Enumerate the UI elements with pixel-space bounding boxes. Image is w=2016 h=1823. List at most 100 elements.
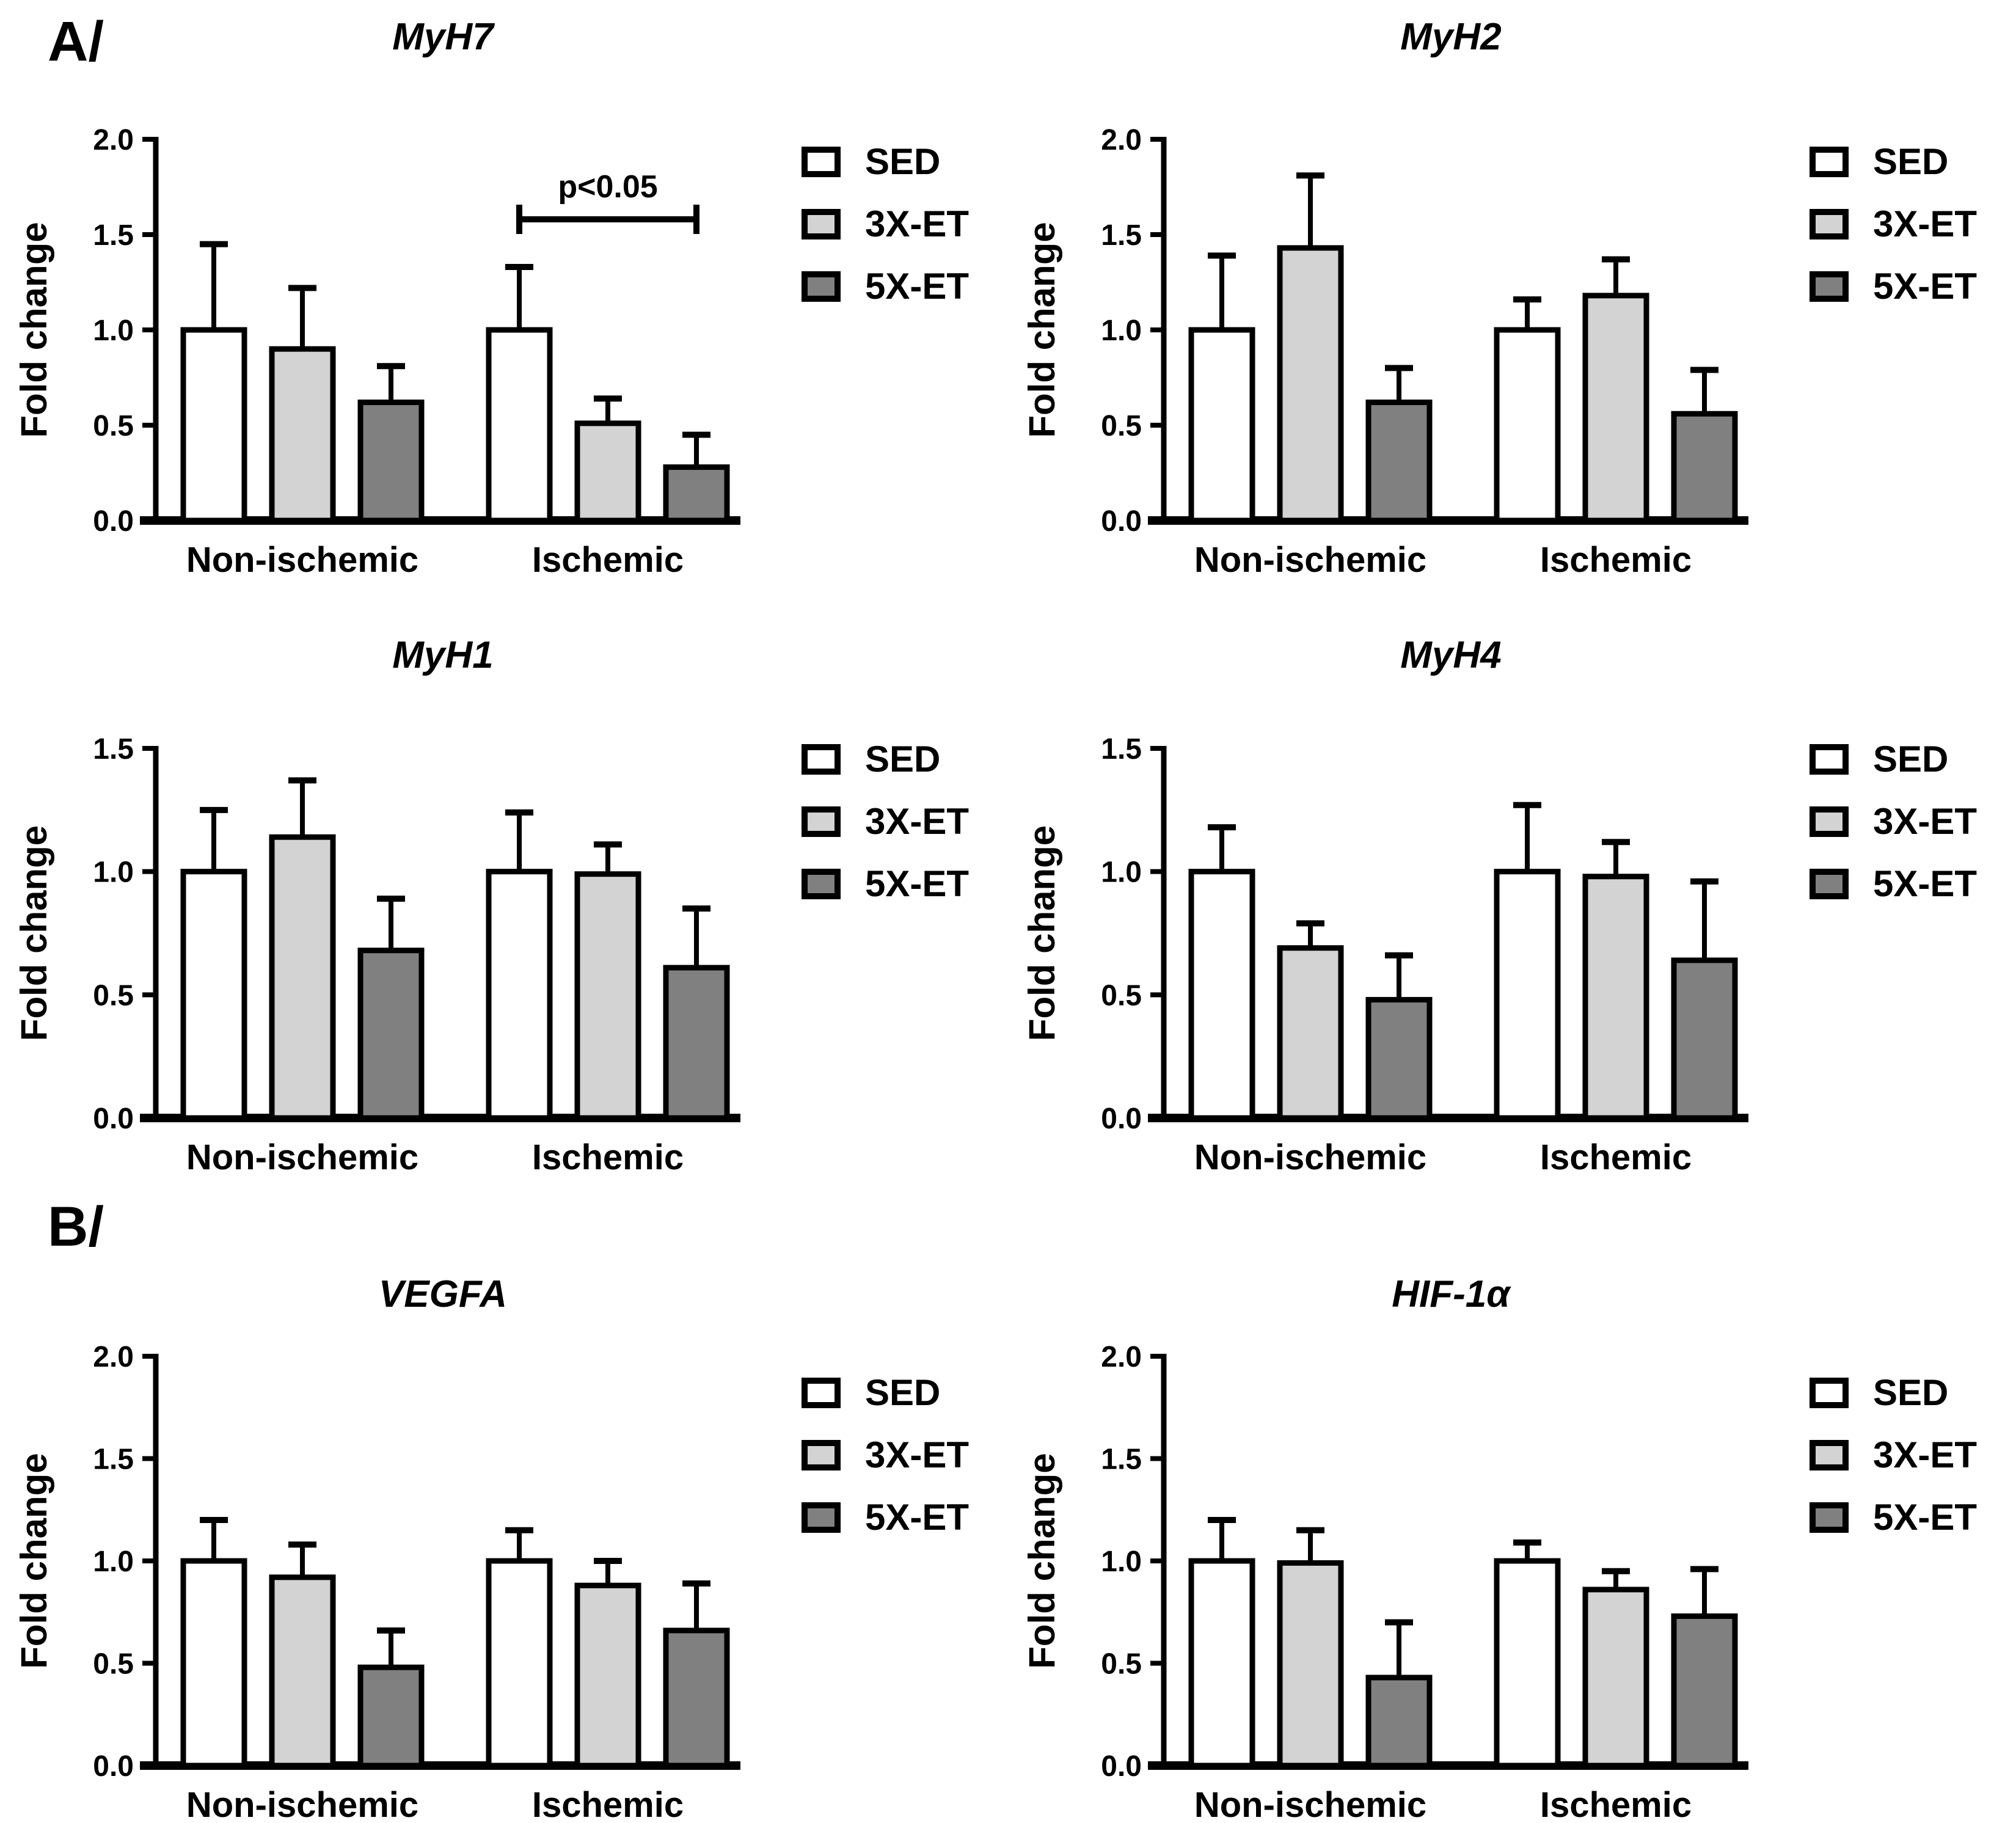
panel-label-b: B/ (48, 1196, 104, 1258)
legend-item-5x-et: 5X-ET (1810, 268, 1977, 305)
x-category-label: Ischemic (1540, 1785, 1692, 1823)
legend-item-sed: SED (802, 1372, 969, 1413)
y-axis-title: Fold change (13, 825, 54, 1041)
legend: SED 3X-ET 5X-ET (802, 1372, 969, 1565)
y-tick-label: 2.0 (1101, 1341, 1142, 1373)
legend-item-sed: SED (1810, 144, 1977, 180)
bar-5x-et (357, 400, 425, 524)
y-tick-label: 0.0 (93, 1750, 134, 1783)
x-category-label: Non-ischemic (186, 1138, 418, 1177)
y-axis-title: Fold change (1021, 825, 1062, 1041)
bar-sed (1494, 1558, 1561, 1769)
bar-plot-myh4: 0.0 0.5 1.0 1.5 Fold change Non-ischemic Ische… (1021, 733, 1748, 1177)
legend-swatch-icon (1810, 806, 1849, 837)
bar-5x-et (663, 464, 730, 524)
y-tick-label: 2.0 (93, 1341, 134, 1373)
bar-3x-et (1582, 1587, 1649, 1769)
legend-swatch-icon (802, 806, 841, 837)
bar-3x-et (269, 346, 336, 524)
chart-title-hif1a: HIF-1α (1392, 1273, 1510, 1315)
bar-sed (180, 327, 247, 524)
legend-item-sed: SED (1810, 1372, 1977, 1413)
bar-plot-myh2: 0.0 0.5 1.0 1.5 2.0 Fold change Non-ischemic Is… (1021, 124, 1748, 580)
legend-label: 5X-ET (865, 863, 970, 904)
y-tick-label: 0.5 (93, 979, 134, 1012)
legend-swatch-icon (802, 869, 841, 899)
legend-swatch-icon (1810, 147, 1849, 177)
x-category-label: Non-ischemic (186, 540, 418, 580)
bar-5x-et (663, 1628, 730, 1769)
legend-swatch-icon (802, 1378, 841, 1408)
y-tick-label: 1.5 (93, 219, 134, 252)
legend-label: 3X-ET (1873, 203, 1978, 244)
bar-3x-et (574, 871, 641, 1121)
legend-label: 3X-ET (865, 801, 970, 842)
bar-sed (486, 1558, 553, 1769)
y-tick-label: 0.5 (1101, 410, 1142, 442)
legend: SED 3X-ET 5X-ET (1810, 1372, 1977, 1565)
chart-myh4: 0.0 0.5 1.0 1.5 Fold change Non-ischemic Ische… (1008, 599, 2016, 1185)
legend-item-5x-et: 5X-ET (1810, 866, 1977, 902)
legend-item-sed: SED (802, 739, 969, 780)
legend-swatch-icon (1810, 744, 1849, 775)
legend-swatch-icon (802, 147, 841, 177)
bar-plot-myh1: 0.0 0.5 1.0 1.5 Fold change Non-ischemic Ische… (13, 733, 740, 1177)
bar-3x-et (574, 420, 641, 524)
bar-sed (180, 1558, 247, 1769)
legend-swatch-icon (802, 271, 841, 302)
chart-title-myh4: MyH4 (1400, 634, 1502, 676)
bar-sed (1188, 1558, 1255, 1769)
legend-swatch-icon (1810, 1440, 1849, 1470)
bar-3x-et (1582, 874, 1649, 1121)
bar-sed (1494, 869, 1561, 1121)
legend-swatch-icon (1810, 869, 1849, 899)
legend-label: SED (865, 739, 941, 780)
y-tick-label: 1.0 (1101, 857, 1142, 889)
bar-3x-et (1582, 293, 1649, 524)
chart-myh1: 0.0 0.5 1.0 1.5 Fold change Non-ischemic Ische… (0, 599, 1008, 1185)
x-category-label: Ischemic (1540, 1138, 1692, 1177)
legend-label: SED (865, 141, 941, 182)
legend-item-5x-et: 5X-ET (802, 863, 970, 904)
panel-label-a: A/ (48, 10, 104, 73)
y-tick-label: 0.0 (93, 505, 134, 538)
y-tick-label: 0.0 (1101, 1750, 1142, 1783)
y-axis-title: Fold change (1021, 222, 1062, 437)
x-category-label: Non-ischemic (1194, 1138, 1426, 1177)
y-tick-label: 2.0 (93, 124, 134, 156)
legend: SED 3X-ET 5X-ET (802, 141, 969, 334)
y-tick-label: 1.5 (1101, 733, 1142, 765)
y-tick-label: 0.5 (93, 410, 134, 442)
bar-5x-et (1365, 996, 1433, 1121)
y-tick-label: 2.0 (1101, 124, 1142, 156)
bar-sed (1188, 327, 1255, 524)
bar-sed (486, 327, 553, 524)
legend-label: SED (865, 1372, 941, 1413)
legend-item-3x-et: 3X-ET (802, 801, 970, 842)
chart-title-myh2: MyH2 (1400, 16, 1502, 58)
legend-swatch-icon (802, 1502, 841, 1533)
y-tick-label: 1.5 (1101, 219, 1142, 252)
bar-sed (1188, 869, 1255, 1121)
y-axis-title: Fold change (1021, 1453, 1062, 1668)
legend-swatch-icon (1810, 1502, 1849, 1533)
y-tick-label: 1.5 (93, 733, 134, 765)
y-tick-label: 0.5 (93, 1648, 134, 1681)
y-tick-label: 0.0 (93, 1103, 134, 1135)
chart-title-myh1: MyH1 (392, 634, 494, 676)
legend-swatch-icon (1810, 1378, 1849, 1408)
legend-item-3x-et: 3X-ET (1810, 206, 1977, 243)
x-category-label: Non-ischemic (1194, 540, 1426, 580)
legend-label: 3X-ET (865, 203, 970, 244)
legend-label: SED (1873, 1372, 1949, 1413)
legend: SED 3X-ET 5X-ET (802, 739, 970, 931)
y-tick-label: 0.5 (1101, 1648, 1142, 1681)
legend-item-5x-et: 5X-ET (802, 268, 969, 305)
legend-item-3x-et: 3X-ET (802, 206, 969, 243)
y-tick-label: 0.5 (1101, 979, 1142, 1012)
bar-plot-myh7: 0.0 0.5 1.0 1.5 2.0 Fold change Non-ischemic Is… (13, 124, 740, 580)
y-tick-label: 1.0 (1101, 1546, 1142, 1578)
legend-item-sed: SED (802, 141, 969, 182)
bar-5x-et (357, 1664, 425, 1769)
bar-3x-et (269, 834, 336, 1121)
